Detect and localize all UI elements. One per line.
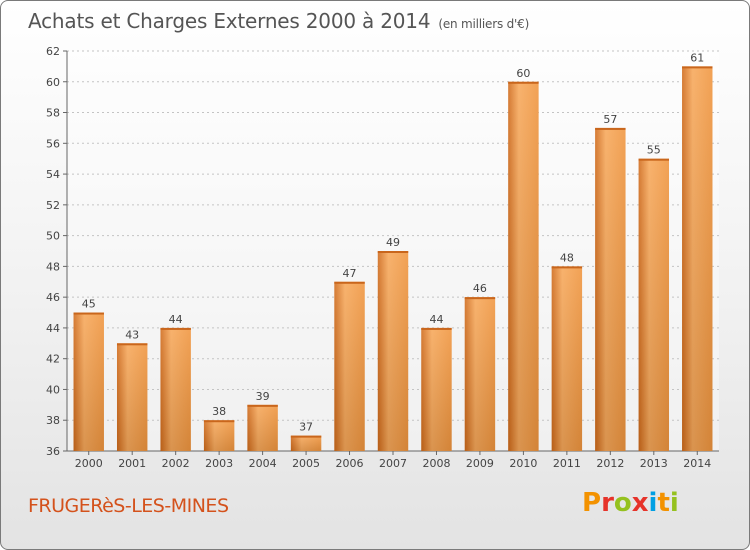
bar-top-edge (638, 158, 670, 161)
bar-shade (290, 435, 322, 451)
bar-shade (160, 327, 191, 451)
y-tick-label: 46 (46, 291, 60, 304)
bar-top-edge (682, 66, 713, 69)
bar-top-edge (116, 343, 148, 346)
logo-letter: o (613, 488, 632, 518)
y-tick-label: 40 (46, 383, 60, 396)
y-tick-label: 58 (46, 107, 60, 120)
chart-title: Achats et Charges Externes 2000 à 2014 (e… (28, 9, 529, 33)
bar-top-edge (160, 327, 191, 330)
bar-shade (682, 66, 713, 451)
x-tick-label: 2002 (162, 457, 190, 470)
x-tick-label: 2007 (379, 457, 407, 470)
data-label: 39 (256, 390, 270, 403)
data-label: 47 (343, 267, 357, 280)
bar-top-edge (595, 127, 626, 130)
chart-subtitle: (en milliers d'€) (438, 17, 530, 31)
data-label: 61 (690, 51, 704, 64)
bar-shade (638, 158, 670, 451)
logo-letter: t (657, 488, 670, 518)
data-label: 45 (82, 298, 96, 311)
data-label: 55 (647, 144, 661, 157)
bar-shade (334, 281, 365, 451)
bar-top-edge (73, 312, 104, 315)
bar-shade (203, 420, 235, 451)
data-label: 46 (473, 282, 487, 295)
y-tick-label: 38 (46, 414, 60, 427)
bar-top-edge (203, 420, 235, 423)
bar-top-edge (551, 266, 583, 269)
logo-letter: P (582, 488, 602, 518)
x-tick-label: 2004 (249, 457, 277, 470)
bar-shade (247, 404, 278, 451)
data-label: 57 (603, 113, 617, 126)
bar-shade (508, 81, 539, 452)
data-label: 44 (429, 313, 443, 326)
x-tick-label: 2011 (553, 457, 581, 470)
bar-top-edge (421, 327, 452, 330)
chart-title-text: Achats et Charges Externes 2000 à 2014 (28, 9, 431, 33)
x-tick-label: 2003 (205, 457, 233, 470)
bar-shade (421, 327, 452, 451)
proxiti-logo: Proxiti (582, 488, 679, 518)
y-tick-label: 54 (46, 168, 60, 181)
y-tick-label: 60 (46, 76, 60, 89)
x-tick-label: 2005 (292, 457, 320, 470)
data-label: 60 (516, 67, 530, 80)
data-label: 49 (386, 236, 400, 249)
x-tick-label: 2010 (509, 457, 537, 470)
y-tick-label: 62 (46, 45, 60, 58)
logo-letter: r (601, 488, 614, 518)
data-label: 44 (169, 313, 183, 326)
bar-top-edge (377, 251, 409, 253)
logo-letter: i (669, 488, 679, 518)
x-tick-label: 2008 (422, 457, 450, 470)
data-label: 38 (212, 405, 226, 418)
x-tick-label: 2009 (466, 457, 494, 470)
x-tick-label: 2006 (336, 457, 364, 470)
x-tick-label: 2012 (596, 457, 624, 470)
place-name: FRUGERèS-LES-MINES (28, 495, 229, 517)
bar-top-edge (334, 281, 365, 284)
bar-shade (595, 127, 626, 451)
bar-shade (464, 297, 496, 451)
x-tick-label: 2013 (640, 457, 668, 470)
data-label: 43 (125, 328, 139, 341)
y-tick-label: 44 (46, 322, 60, 335)
data-label: 37 (299, 421, 313, 434)
bar-shade (551, 266, 583, 451)
bar-top-edge (247, 404, 278, 407)
logo-letter: x (631, 488, 649, 518)
data-label: 48 (560, 251, 574, 264)
bar-shade (116, 343, 148, 451)
bar-top-edge (464, 297, 496, 300)
bar-shade (377, 251, 409, 451)
y-tick-label: 42 (46, 353, 60, 366)
x-tick-label: 2001 (118, 457, 146, 470)
y-tick-label: 36 (46, 445, 60, 458)
bar-top-edge (290, 435, 322, 438)
x-tick-label: 2000 (75, 457, 103, 470)
y-tick-label: 48 (46, 260, 60, 273)
logo-letter: i (648, 488, 658, 518)
y-tick-label: 50 (46, 230, 60, 243)
bar-shade (73, 312, 104, 451)
y-tick-label: 52 (46, 199, 60, 212)
x-tick-label: 2014 (683, 457, 711, 470)
bar-top-edge (508, 81, 539, 84)
y-tick-label: 56 (46, 137, 60, 150)
